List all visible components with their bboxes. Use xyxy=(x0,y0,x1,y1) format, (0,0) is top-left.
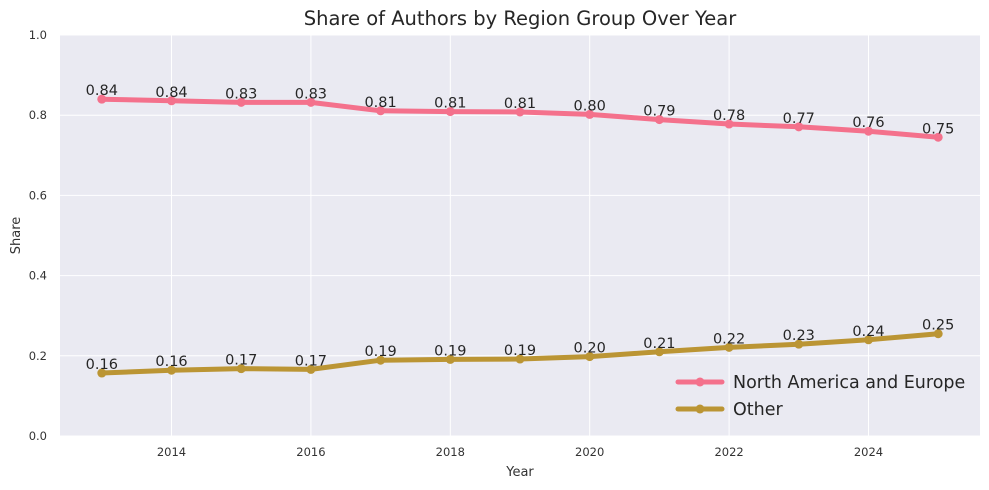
data-point xyxy=(933,329,943,339)
data-label: 0.76 xyxy=(852,115,884,131)
data-label: 0.17 xyxy=(225,353,257,369)
y-axis-title: Share xyxy=(9,217,24,255)
chart-title: Share of Authors by Region Group Over Ye… xyxy=(304,7,737,30)
x-tick-label: 2016 xyxy=(296,445,325,459)
y-tick-label: 0.8 xyxy=(29,108,47,122)
data-label: 0.19 xyxy=(504,343,536,359)
x-tick-label: 2018 xyxy=(436,445,465,459)
data-label: 0.20 xyxy=(574,341,606,357)
series-lines xyxy=(97,94,943,378)
data-label: 0.81 xyxy=(504,96,536,112)
data-point xyxy=(794,339,804,349)
data-label: 0.81 xyxy=(434,96,466,112)
x-axis-title: Year xyxy=(505,465,534,480)
data-label: 0.24 xyxy=(852,324,884,340)
data-point xyxy=(306,364,316,374)
data-point xyxy=(306,97,316,107)
data-label: 0.75 xyxy=(922,121,954,137)
data-label: 0.83 xyxy=(295,86,327,102)
data-label: 0.22 xyxy=(713,331,745,347)
data-point xyxy=(585,109,595,119)
data-point xyxy=(167,365,177,375)
data-point xyxy=(724,119,734,129)
data-point xyxy=(585,352,595,362)
data-label: 0.83 xyxy=(225,86,257,102)
data-point xyxy=(236,97,246,107)
data-label: 0.17 xyxy=(295,353,327,369)
legend: North America and Europe Other xyxy=(675,373,965,420)
data-label: 0.23 xyxy=(783,328,815,344)
data-label: 0.78 xyxy=(713,108,745,124)
data-point xyxy=(654,115,664,125)
data-label: 0.77 xyxy=(783,111,815,127)
data-label: 0.81 xyxy=(364,95,396,111)
data-label: 0.21 xyxy=(643,336,675,352)
data-label: 0.84 xyxy=(155,85,187,101)
data-label: 0.19 xyxy=(364,344,396,360)
data-label: 0.16 xyxy=(86,357,118,373)
x-tick-label: 2020 xyxy=(575,445,604,459)
data-label: 0.79 xyxy=(643,104,675,120)
data-point xyxy=(376,106,386,116)
y-tick-label: 0.4 xyxy=(29,269,47,283)
data-point xyxy=(794,122,804,132)
data-point xyxy=(724,342,734,352)
data-point xyxy=(654,347,664,357)
data-point xyxy=(863,335,873,345)
legend-marker-0 xyxy=(695,377,705,387)
tick-labels: 0.0 0.2 0.4 0.6 0.8 1.0 2014 2016 2018 2020 2022 20… xyxy=(29,28,883,459)
data-label: 0.80 xyxy=(574,98,606,114)
data-point xyxy=(97,94,107,104)
data-point xyxy=(236,364,246,374)
legend-label-1: Other xyxy=(733,400,783,420)
x-tick-label: 2014 xyxy=(157,445,186,459)
data-point xyxy=(445,354,455,364)
data-label: 0.84 xyxy=(86,83,118,99)
data-point xyxy=(376,355,386,365)
data-labels: 0.84 0.84 0.83 0.83 0.81 0.81 0.81 0.80 0.79 0.78… xyxy=(86,83,955,373)
data-point xyxy=(515,107,525,117)
y-tick-label: 0.2 xyxy=(29,349,47,363)
data-label: 0.19 xyxy=(434,343,466,359)
x-tick-label: 2024 xyxy=(854,445,883,459)
data-label: 0.16 xyxy=(155,354,187,370)
data-label: 0.25 xyxy=(922,318,954,334)
data-point xyxy=(167,96,177,106)
data-point xyxy=(445,107,455,117)
y-tick-label: 0.6 xyxy=(29,188,47,202)
y-tick-label: 0.0 xyxy=(29,429,47,443)
x-tick-label: 2022 xyxy=(714,445,743,459)
data-point xyxy=(863,126,873,136)
data-point xyxy=(97,368,107,378)
data-point xyxy=(515,354,525,364)
y-tick-label: 1.0 xyxy=(29,28,47,42)
legend-marker-1 xyxy=(695,404,705,414)
legend-label-0: North America and Europe xyxy=(733,373,965,393)
data-point xyxy=(933,132,943,142)
